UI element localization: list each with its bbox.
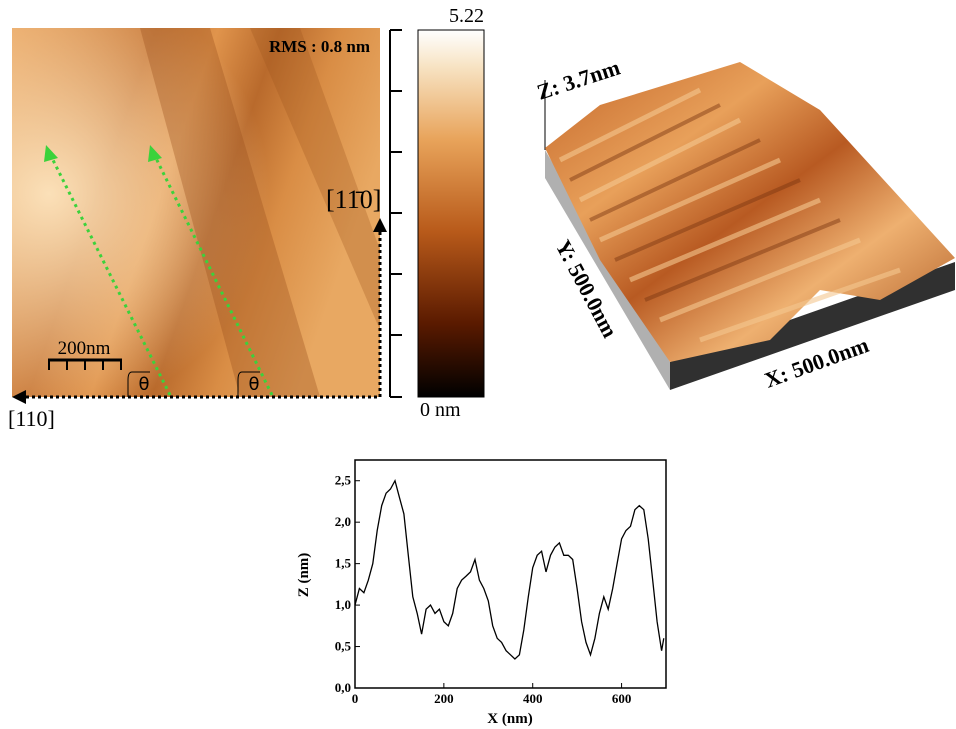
z-axis-label: Z: 3.7nm [534, 55, 623, 105]
profile-chart: X (nm) Z (nm) 0 200 400 600 0,0 0,5 1,0 1,5 2,0 2… [296, 459, 667, 727]
colorbar-min: 0 nm [420, 399, 461, 421]
plot-frame [354, 459, 667, 689]
y-axis-title: Z (nm) [296, 553, 312, 598]
profile-line [354, 478, 665, 660]
x-tick-label: 600 [612, 691, 632, 706]
y-tick-label: 1,0 [335, 597, 351, 612]
y-tick-label: 1,5 [335, 556, 352, 571]
colorbar: 5.22 0 nm [389, 5, 485, 421]
y-tick-label: 0,0 [335, 680, 351, 695]
direction-label: [110] [8, 406, 55, 431]
afm-image: RMS : 0.8 nm 200nm θ θ [110] [11̄0] [8, 28, 387, 431]
surface-3d: Z: 3.7nm Y: 500.0nm X: 500.0nm [534, 55, 955, 393]
angle-label: θ [248, 374, 259, 395]
x-axis-title: X (nm) [487, 711, 532, 727]
x-tick-label: 200 [434, 691, 454, 706]
colorbar-max: 5.22 [449, 5, 484, 27]
y-tick-label: 2,0 [335, 514, 351, 529]
rms-label: RMS : 0.8 nm [269, 37, 370, 56]
angle-label: θ [138, 374, 149, 395]
y-tick-label: 0,5 [335, 639, 352, 654]
direction-label: [11̄0] [326, 185, 381, 214]
x-tick-label: 0 [352, 691, 359, 706]
scale-bar-label: 200nm [58, 338, 111, 359]
y-tick-label: 2,5 [335, 473, 352, 488]
x-tick-label: 400 [523, 691, 543, 706]
